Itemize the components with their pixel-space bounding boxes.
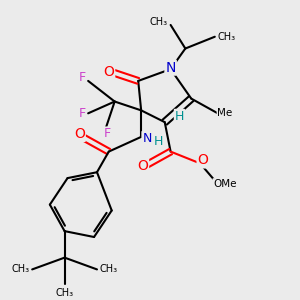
Text: F: F [104, 128, 111, 140]
Text: O: O [74, 127, 85, 141]
Text: N: N [165, 61, 176, 75]
Text: N: N [142, 132, 152, 145]
Text: OMe: OMe [213, 179, 237, 189]
Text: CH₃: CH₃ [100, 264, 118, 274]
Text: O: O [198, 153, 208, 167]
Text: O: O [137, 159, 148, 173]
Text: O: O [103, 65, 114, 79]
Text: H: H [154, 135, 164, 148]
Text: CH₃: CH₃ [218, 32, 236, 42]
Text: CH₃: CH₃ [56, 288, 74, 298]
Text: H: H [175, 110, 184, 123]
Text: F: F [79, 107, 86, 120]
Text: F: F [79, 71, 86, 85]
Text: Me: Me [218, 108, 233, 118]
Text: CH₃: CH₃ [11, 264, 29, 274]
Text: CH₃: CH₃ [150, 17, 168, 27]
